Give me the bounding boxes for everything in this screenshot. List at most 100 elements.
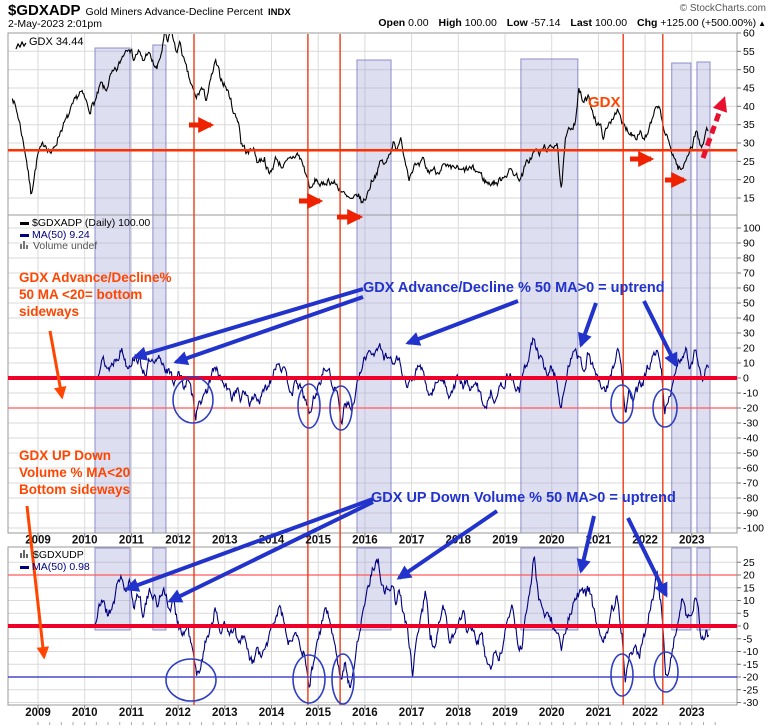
uptrend-band [94, 47, 131, 534]
bottom-circle [172, 376, 214, 424]
axis-tick-label: 55 [743, 46, 755, 58]
gdx-quote-label: GDX [29, 36, 53, 48]
axis-tick-label: 90 [743, 238, 755, 250]
year-label: 2009 [25, 707, 51, 719]
annotation-line: GDX UP Down [19, 448, 112, 463]
symbol-title: $GDXADP Gold Miners Advance-Decline Perce… [8, 2, 291, 19]
blue-annotation-arrow [642, 300, 678, 368]
bottom-circle [292, 654, 326, 704]
copyright: © StockCharts.com [679, 3, 766, 14]
udp-ma-text: MA(50) 0.98 [32, 561, 90, 573]
axis-tick-label: -100 [743, 523, 764, 535]
adp-ma-legend: MA(50) 9.24 [20, 229, 90, 241]
axis-tick-label: 25 [743, 156, 755, 168]
chg-label: Chg [636, 17, 658, 29]
udp-legend-text: $GDXUDP [33, 549, 84, 561]
adp-ma-text: MA(50) 9.24 [32, 229, 90, 241]
price-line-icon [15, 38, 27, 56]
open-label: Open [378, 17, 406, 29]
year-label: 2021 [586, 535, 612, 547]
year-label: 2020 [539, 535, 565, 547]
axis-tick-label: 35 [743, 119, 755, 131]
year-label: 2012 [165, 535, 191, 547]
year-label: 2011 [119, 707, 145, 719]
symbol-name: Gold Miners Advance-Decline Percent [85, 6, 263, 18]
uptrend-band [520, 58, 579, 534]
series-line-adp [93, 337, 710, 426]
blue-annotation-arrow [626, 517, 668, 598]
ma-swatch-icon [20, 233, 29, 237]
series-line-gdx [11, 34, 709, 204]
annotation-adp-uptrend: GDX Advance/Decline % 50 MA>0 = uptrend [363, 280, 665, 296]
year-label: 2015 [305, 535, 331, 547]
high-label: High [438, 17, 462, 29]
projection-dashed-arrow [700, 96, 728, 159]
annotation-line: Volume % MA<20 [19, 465, 131, 480]
adp-swatch-icon [20, 221, 29, 225]
low-value: -57.14 [530, 17, 561, 29]
axis-tick-label: 20 [743, 174, 755, 186]
adp-legend-text: $GDXADP (Daily) 100.00 [32, 217, 151, 229]
year-label: 2010 [72, 707, 98, 719]
year-label: 2018 [446, 707, 472, 719]
thin-hlines [8, 407, 737, 576]
blue-annotation-arrow [132, 287, 364, 361]
axis-tick-label: 20 [743, 343, 755, 355]
open-value: 0.00 [408, 17, 429, 29]
axis-tick-label: -90 [743, 508, 758, 520]
axis-tick-label: -60 [743, 463, 758, 475]
blue-annotation-arrow [576, 515, 596, 574]
gdx-quote: GDX 34.44 [29, 36, 83, 48]
axis-tick-label: 25 [743, 557, 755, 569]
axis-tick-label: 15 [743, 193, 755, 205]
axis-tick-label: -80 [743, 493, 758, 505]
axis-tick-label: 10 [743, 358, 755, 370]
quote-line: Open 0.00 High 100.00 Low -57.14 Last 10… [371, 17, 766, 29]
thick-hlines [8, 149, 737, 678]
axis-tick-label: 10 [743, 595, 755, 607]
year-label: 2023 [679, 535, 705, 547]
blue-annotation-arrow [578, 302, 598, 348]
year-label: 2016 [352, 707, 378, 719]
bottom-circle [165, 658, 217, 702]
udp-ma-swatch-icon [20, 565, 29, 569]
year-label: 2010 [72, 535, 98, 547]
bottom-circle [610, 384, 634, 424]
year-label: 2016 [352, 535, 378, 547]
axis-tick-label: 50 [743, 64, 755, 76]
axis-tick-label: -20 [743, 403, 758, 415]
axis-tick-label: -40 [743, 433, 758, 445]
annotation-line: Bottom sideways [19, 482, 131, 497]
year-label: 2012 [165, 707, 191, 719]
year-label: 2023 [679, 707, 705, 719]
axis-tick-label: -15 [743, 659, 758, 671]
blue-annotation-arrow [167, 500, 374, 603]
orange-annotation-arrow [48, 330, 67, 400]
axis-tick-label: 30 [743, 138, 755, 150]
adp-legend-line1: $GDXADP (Daily) 100.00 [20, 217, 150, 229]
axis-tick-label: -20 [743, 672, 758, 684]
axis-tick-label: 30 [743, 328, 755, 340]
annotation-line: sideways [19, 304, 80, 319]
axis-tick-label: 70 [743, 268, 755, 280]
annotation-udp-bottom: GDX UP Down Volume % MA<20 Bottom sidewa… [19, 447, 130, 498]
axis-tick-label: 15 [743, 582, 755, 594]
chg-value: +125.00 (+500.00%) [660, 17, 757, 29]
axis-tick-label: -10 [743, 388, 758, 400]
series-line-udp [93, 555, 710, 689]
axis-tick-label: 40 [743, 101, 755, 113]
uptrend-band [671, 62, 692, 534]
year-label: 2017 [399, 707, 425, 719]
datetime: 2-May-2023 2:01pm [8, 18, 102, 30]
volume-bars-icon [20, 240, 30, 252]
year-label: 2013 [212, 707, 238, 719]
last-label: Last [570, 17, 593, 29]
year-label: 2020 [539, 707, 565, 719]
series [11, 34, 710, 689]
year-label: 2014 [259, 707, 285, 719]
last-value: 100.00 [594, 17, 628, 29]
axis-tick-label: -25 [743, 684, 758, 696]
axis-tick-label: 0 [743, 373, 749, 385]
year-label: 2019 [492, 535, 518, 547]
